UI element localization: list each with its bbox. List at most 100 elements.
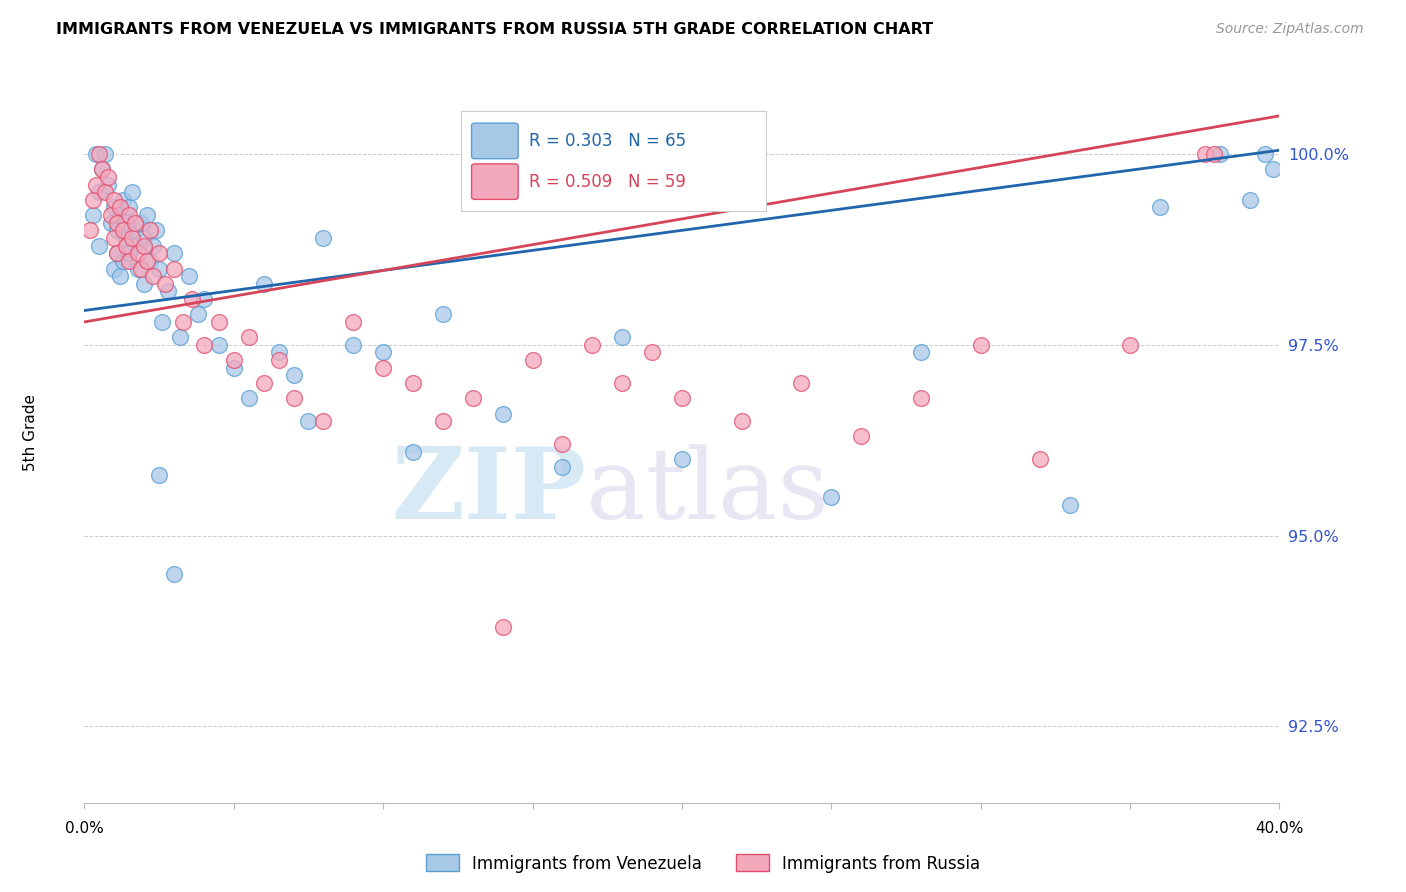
Point	[103, 193, 125, 207]
Point	[1119, 338, 1142, 352]
Point	[177, 269, 200, 284]
Point	[115, 216, 138, 230]
Point	[145, 223, 167, 237]
Point	[142, 269, 165, 284]
Point	[373, 345, 395, 359]
Point	[910, 345, 932, 359]
Point	[551, 460, 574, 475]
Point	[97, 169, 120, 184]
Point	[136, 208, 159, 222]
Point	[153, 277, 176, 291]
Point	[127, 246, 149, 260]
Point	[432, 414, 454, 428]
Point	[312, 231, 335, 245]
Point	[132, 231, 156, 245]
Point	[1239, 193, 1261, 207]
Point	[731, 414, 754, 428]
Text: 40.0%: 40.0%	[1256, 822, 1303, 837]
Text: 5th Grade: 5th Grade	[22, 394, 38, 471]
Point	[1253, 147, 1275, 161]
Point	[297, 414, 319, 428]
Point	[163, 261, 186, 276]
Point	[1263, 162, 1285, 177]
Point	[94, 147, 117, 161]
Point	[181, 292, 204, 306]
Point	[612, 330, 634, 344]
Point	[671, 452, 693, 467]
Point	[208, 338, 231, 352]
Point	[402, 444, 425, 458]
Text: IMMIGRANTS FROM VENEZUELA VS IMMIGRANTS FROM RUSSIA 5TH GRADE CORRELATION CHART: IMMIGRANTS FROM VENEZUELA VS IMMIGRANTS …	[56, 22, 934, 37]
Text: 0.0%: 0.0%	[65, 822, 104, 837]
Point	[118, 201, 141, 215]
Point	[193, 338, 215, 352]
Point	[1149, 201, 1171, 215]
Point	[112, 253, 135, 268]
Point	[89, 238, 111, 252]
Point	[169, 330, 191, 344]
Point	[222, 360, 245, 375]
Point	[91, 162, 114, 177]
Point	[150, 315, 173, 329]
Point	[222, 353, 245, 368]
Point	[267, 345, 290, 359]
Point	[97, 178, 120, 192]
Point	[139, 253, 162, 268]
FancyBboxPatch shape	[471, 164, 519, 200]
Point	[970, 338, 993, 352]
Point	[129, 261, 152, 276]
Point	[132, 277, 156, 291]
Point	[136, 253, 159, 268]
Point	[103, 261, 125, 276]
Point	[342, 315, 364, 329]
Point	[851, 429, 873, 443]
Point	[110, 201, 132, 215]
Point	[103, 201, 125, 215]
Point	[581, 338, 603, 352]
Point	[112, 223, 135, 237]
Point	[142, 238, 165, 252]
Point	[86, 147, 108, 161]
Point	[820, 491, 842, 505]
Point	[94, 185, 117, 199]
Point	[283, 368, 305, 383]
Point	[342, 338, 364, 352]
Point	[115, 231, 138, 245]
Point	[121, 185, 143, 199]
Point	[1209, 147, 1232, 161]
Point	[283, 391, 305, 405]
Point	[124, 223, 146, 237]
Point	[100, 208, 122, 222]
Point	[402, 376, 425, 390]
Point	[238, 330, 260, 344]
Point	[910, 391, 932, 405]
Point	[671, 391, 693, 405]
Point	[82, 193, 104, 207]
Point	[790, 376, 813, 390]
Legend: Immigrants from Venezuela, Immigrants from Russia: Immigrants from Venezuela, Immigrants fr…	[419, 847, 987, 880]
Point	[127, 261, 149, 276]
Point	[612, 376, 634, 390]
Text: R = 0.303   N = 65: R = 0.303 N = 65	[529, 132, 686, 150]
Text: Source: ZipAtlas.com: Source: ZipAtlas.com	[1216, 22, 1364, 37]
Point	[551, 437, 574, 451]
Point	[1029, 452, 1052, 467]
Point	[105, 246, 128, 260]
Point	[129, 216, 152, 230]
Point	[112, 193, 135, 207]
Point	[163, 246, 186, 260]
Point	[193, 292, 215, 306]
Point	[124, 238, 146, 252]
Point	[157, 285, 180, 299]
Point	[163, 566, 186, 581]
FancyBboxPatch shape	[461, 111, 766, 211]
Point	[118, 208, 141, 222]
Point	[187, 307, 209, 321]
Point	[492, 407, 515, 421]
Point	[373, 360, 395, 375]
Point	[208, 315, 231, 329]
Point	[110, 208, 132, 222]
Point	[121, 231, 143, 245]
Point	[82, 208, 104, 222]
Point	[124, 216, 146, 230]
